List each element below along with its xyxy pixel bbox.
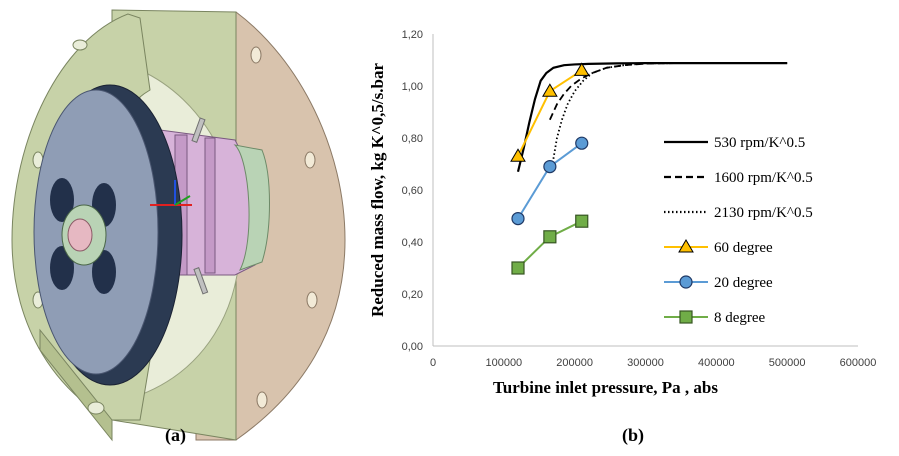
cad-housing-hole-low bbox=[306, 291, 318, 309]
series-line-6 bbox=[517, 220, 583, 269]
series-line-1 bbox=[516, 62, 788, 173]
data-point-series-4 bbox=[542, 83, 558, 97]
data-point-series-5 bbox=[543, 160, 557, 174]
y-tick-label: 0,80 bbox=[402, 133, 423, 145]
data-point-series-5 bbox=[511, 212, 525, 226]
x-tick-label: 300000 bbox=[627, 357, 664, 369]
cad-axis-z bbox=[174, 195, 191, 206]
cad-flange-hole-4 bbox=[87, 401, 105, 415]
cad-hub-nut bbox=[67, 218, 93, 252]
panel-label-a: (a) bbox=[165, 425, 186, 445]
x-tick-label: 500000 bbox=[769, 357, 806, 369]
y-tick-label: 1,00 bbox=[402, 81, 423, 93]
legend-marker bbox=[679, 310, 693, 324]
data-point-series-6 bbox=[543, 230, 557, 244]
series-line-5 bbox=[517, 142, 583, 220]
y-tick-label: 0,60 bbox=[402, 185, 423, 197]
data-point-series-6 bbox=[575, 214, 589, 228]
data-point-series-5 bbox=[575, 136, 589, 150]
legend-marker bbox=[678, 239, 694, 253]
y-tick-label: 0,40 bbox=[402, 237, 423, 249]
legend-label: 20 degree bbox=[714, 275, 773, 291]
cad-housing-hole-top bbox=[250, 46, 262, 64]
y-axis-title: Reduced mass flow, kg K^0,5/s.bar bbox=[368, 63, 387, 317]
cad-disc-hole-4 bbox=[92, 250, 116, 294]
x-tick-label: 600000 bbox=[840, 357, 877, 369]
legend-label: 2130 rpm/K^0.5 bbox=[714, 205, 813, 221]
data-point-series-6 bbox=[511, 261, 525, 275]
legend-marker bbox=[679, 275, 693, 289]
legend-label: 1600 rpm/K^0.5 bbox=[714, 170, 813, 186]
x-tick-label: 400000 bbox=[698, 357, 735, 369]
cad-shaft bbox=[233, 144, 270, 271]
x-tick-label: 0 bbox=[430, 357, 436, 369]
cad-flange-hole-1 bbox=[72, 39, 88, 51]
cad-disc-hole-3 bbox=[50, 246, 74, 290]
cad-rotor-bands-2 bbox=[204, 137, 216, 274]
x-axis-title: Turbine inlet pressure, Pa , abs bbox=[493, 378, 718, 397]
x-tick-label: 100000 bbox=[485, 357, 522, 369]
x-tick-label: 200000 bbox=[556, 357, 593, 369]
y-tick-label: 0,20 bbox=[402, 289, 423, 301]
cad-housing-hole-mid bbox=[304, 151, 316, 169]
y-tick-label: 0,00 bbox=[402, 341, 423, 353]
panel-label-b: (b) bbox=[622, 425, 644, 445]
legend-label: 60 degree bbox=[714, 240, 773, 256]
legend-label: 530 rpm/K^0.5 bbox=[714, 135, 805, 151]
legend-label: 8 degree bbox=[714, 310, 766, 326]
cad-disc-hole-1 bbox=[50, 178, 74, 222]
cad-housing-hole-bottom bbox=[256, 391, 268, 409]
y-tick-label: 1,20 bbox=[402, 29, 423, 41]
series-line-3 bbox=[552, 62, 788, 159]
cad-pin-top bbox=[191, 117, 206, 143]
cad-pin-bottom bbox=[193, 267, 209, 295]
data-point-series-4 bbox=[510, 148, 526, 162]
data-point-series-4 bbox=[573, 62, 590, 76]
